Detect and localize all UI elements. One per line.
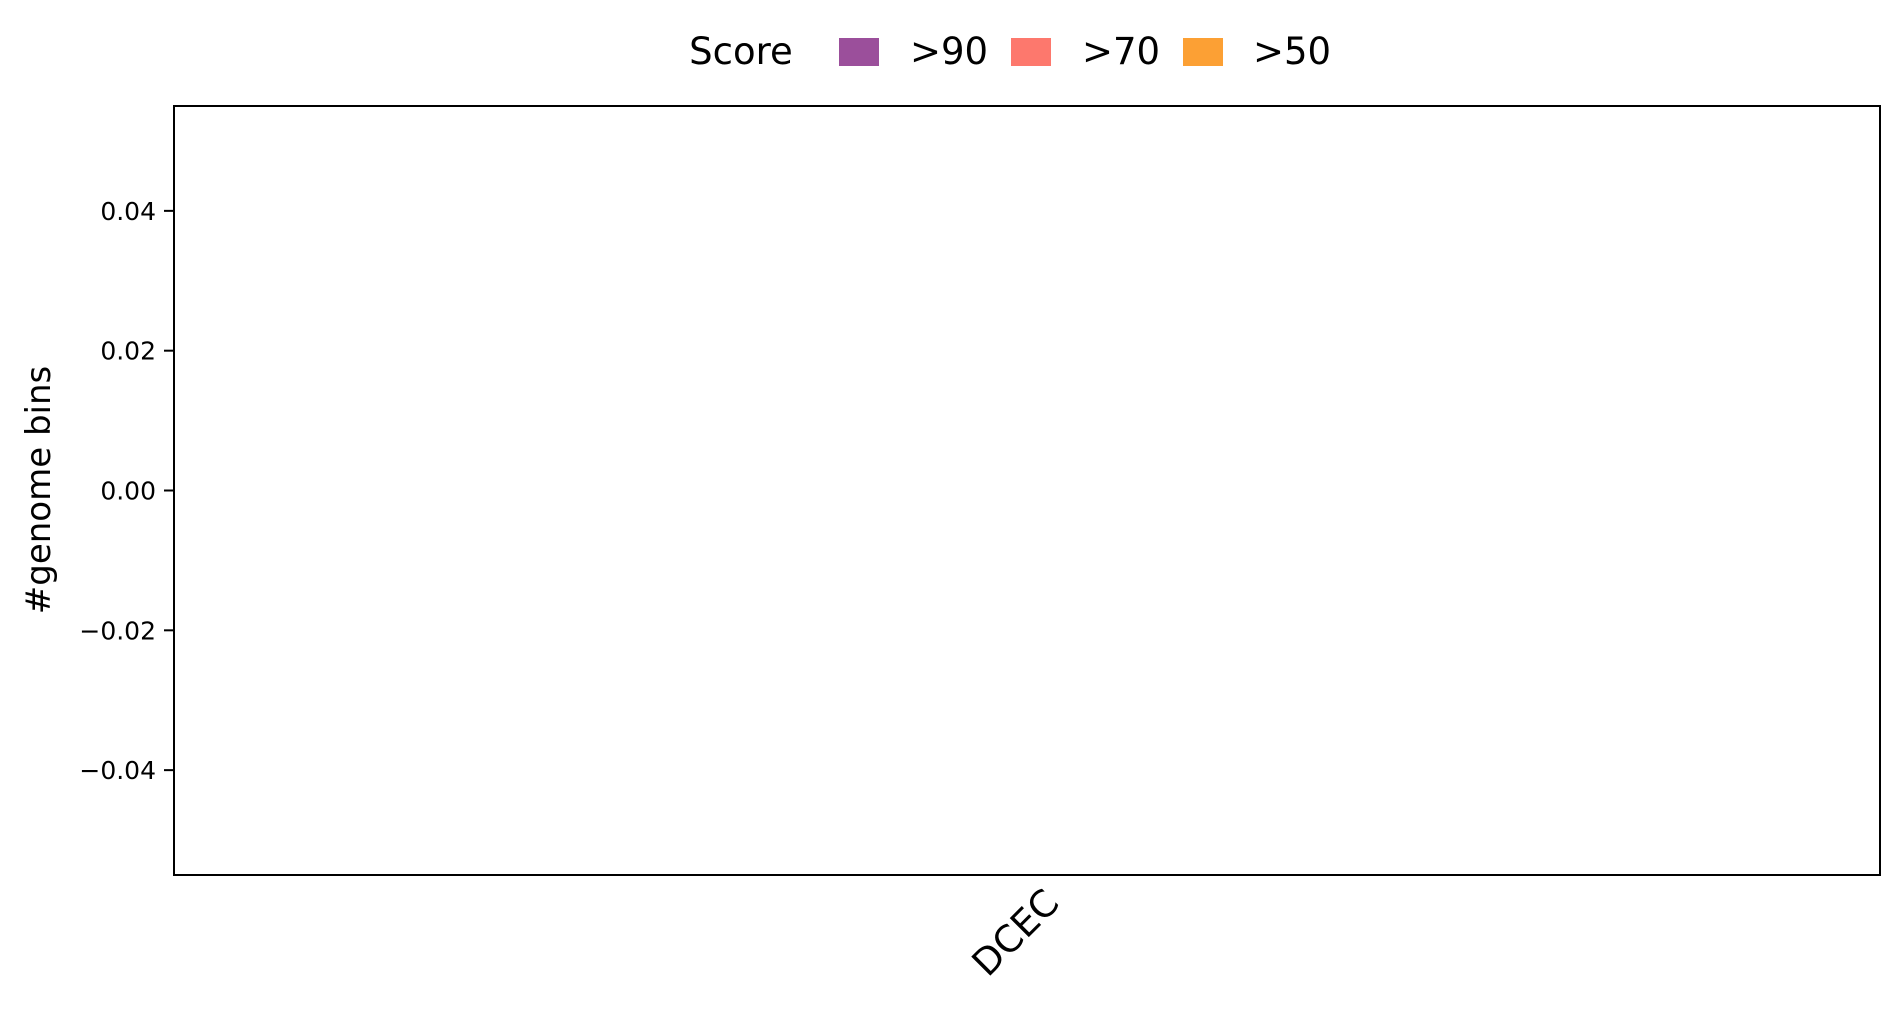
- y-tick-label: −0.04: [79, 756, 156, 785]
- x-category-label: DCEC: [964, 881, 1068, 985]
- y-tick-label: 0.00: [100, 477, 156, 506]
- legend-swatch-1: [839, 38, 879, 66]
- y-axis: 0.04 0.02 0.00 −0.02 −0.04: [79, 197, 174, 785]
- y-tick-label: −0.02: [79, 616, 156, 645]
- legend-label-1: >90: [910, 30, 988, 73]
- y-tick-label: 0.04: [100, 197, 156, 226]
- y-axis-title: #genome bins: [19, 366, 59, 614]
- x-axis: DCEC: [964, 881, 1068, 985]
- legend-swatch-3: [1183, 38, 1223, 66]
- legend-label-3: >50: [1253, 30, 1331, 73]
- legend-title: Score: [689, 30, 793, 73]
- legend-swatch-2: [1011, 38, 1051, 66]
- plot-area: [173, 105, 1881, 876]
- legend: Score >90 >70 >50: [689, 30, 1331, 73]
- legend-label-2: >70: [1082, 30, 1160, 73]
- y-tick-label: 0.02: [100, 337, 156, 366]
